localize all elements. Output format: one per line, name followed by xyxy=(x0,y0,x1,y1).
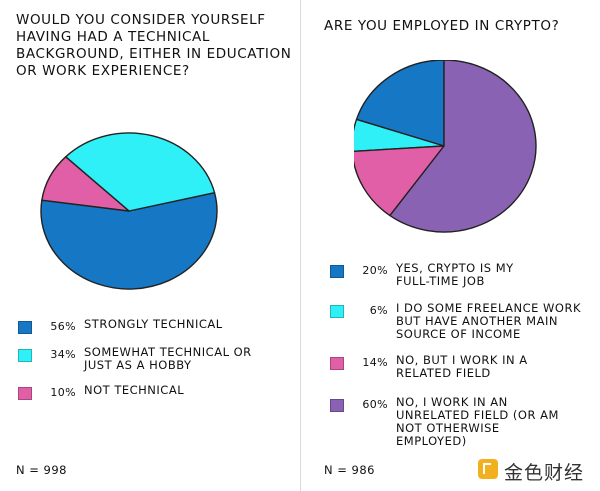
legend-label: No, but I work in a related field xyxy=(396,353,528,380)
legend-label: I do some freelance work but have anothe… xyxy=(396,301,581,341)
legend-label: Yes, crypto is my full-time job xyxy=(396,261,514,288)
sample-size-label: N = 998 xyxy=(16,463,67,477)
legend-swatch xyxy=(330,305,344,318)
legend-percent: 60% xyxy=(362,398,388,411)
legend-percent: 10% xyxy=(50,386,76,399)
technical-background-panel: Would you consider yourself having had a… xyxy=(16,12,292,477)
legend-swatch xyxy=(18,321,32,334)
watermark-logo-icon xyxy=(478,459,498,479)
pie-slice-no-but-i-work-in-a-related-field xyxy=(354,145,445,217)
pie-slice-not-technical xyxy=(41,156,130,212)
legend-percent: 6% xyxy=(369,304,388,317)
crypto-employment-panel: Are you employed in crypto? 20% Yes, cry… xyxy=(300,0,600,491)
sample-size-label: N = 986 xyxy=(324,463,375,477)
technical-background-pie-chart xyxy=(40,132,218,290)
legend-swatch xyxy=(18,387,32,400)
legend-label: Strongly technical xyxy=(84,317,223,331)
legend-swatch xyxy=(330,399,344,412)
legend-swatch xyxy=(18,349,32,362)
legend-percent: 56% xyxy=(50,320,76,333)
chart-title: Would you consider yourself having had a… xyxy=(16,12,292,79)
pie-slice-yes-crypto-is-my-full-time-job xyxy=(355,60,445,147)
panel-divider xyxy=(300,0,301,491)
legend-swatch xyxy=(330,357,344,370)
crypto-employment-pie-chart xyxy=(354,60,537,233)
pie-slice-i-do-some-freelance-work-but-have-another-main-source-of-income xyxy=(354,118,445,152)
pie-slice-no-i-work-in-an-unrelated-field-or-am-not-otherwise-employed xyxy=(389,60,537,233)
legend-percent: 14% xyxy=(362,356,388,369)
legend-percent: 34% xyxy=(50,348,76,361)
legend-label: Somewhat technical or just as a hobby xyxy=(84,345,252,372)
pie-slice-somewhat-technical-or-just-as-a-hobby xyxy=(65,132,216,212)
watermark: 金色财经 xyxy=(478,456,596,484)
legend-swatch xyxy=(330,265,344,278)
legend-percent: 20% xyxy=(362,264,388,277)
chart-title: Are you employed in crypto? xyxy=(324,18,560,34)
legend-label: Not technical xyxy=(84,383,185,397)
pie-slice-strongly-technical xyxy=(40,191,218,290)
legend-label: No, I work in an unrelated field (or am … xyxy=(396,395,559,448)
watermark-text: 金色财经 xyxy=(504,462,585,484)
